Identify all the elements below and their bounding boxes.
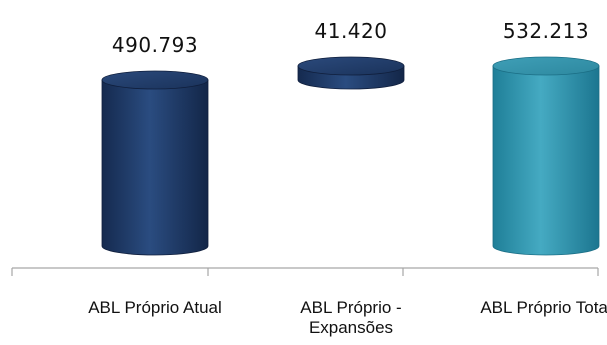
bars-layer [101, 56, 600, 256]
bar-2 [297, 56, 405, 90]
bar-top [297, 56, 405, 76]
value-label-1: 490.793 [112, 33, 198, 57]
bar-top [492, 56, 600, 76]
category-label-2: ABL Próprio -Expansões [300, 298, 401, 337]
category-label-1: ABL Próprio Atual [88, 298, 222, 317]
bar-3 [492, 56, 600, 256]
x-axis [11, 267, 599, 276]
bar-body [492, 65, 600, 256]
bar-body [101, 79, 209, 256]
bar-top [101, 70, 209, 90]
value-label-2: 41.420 [315, 19, 388, 43]
category-labels: ABL Próprio Atual ABL Próprio -Expansões A… [88, 298, 607, 337]
value-labels: 490.793 41.420 532.213 [112, 19, 589, 57]
category-label-3: ABL Próprio Total [480, 298, 607, 317]
bar-1 [101, 70, 209, 256]
value-label-3: 532.213 [503, 19, 589, 43]
